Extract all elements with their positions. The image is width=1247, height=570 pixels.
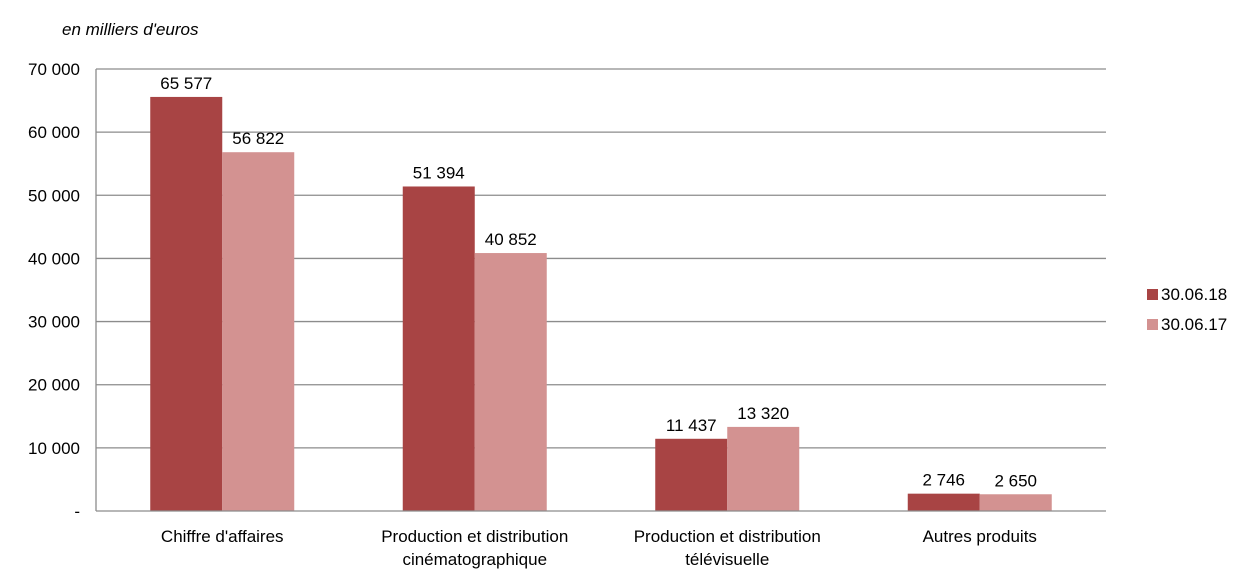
bar-series-1: [402, 186, 475, 512]
x-category-label: Production et distribution: [381, 527, 568, 546]
legend-label: 30.06.17: [1161, 315, 1227, 334]
x-category-label: Chiffre d'affaires: [161, 527, 284, 546]
y-tick-label: 50 000: [28, 186, 80, 205]
bar-series-1: [150, 96, 223, 511]
legend-swatch: [1147, 319, 1158, 330]
data-label: 2 746: [922, 471, 965, 490]
data-label: 51 394: [413, 163, 465, 182]
x-category-label: Autres produits: [923, 527, 1037, 546]
bars: [150, 96, 1052, 512]
bar-series-1: [907, 493, 980, 511]
data-label: 2 650: [994, 471, 1037, 490]
y-tick-label: 40 000: [28, 249, 80, 268]
x-category-label: Production et distribution: [634, 527, 821, 546]
y-tick-label: 10 000: [28, 439, 80, 458]
data-label: 65 577: [160, 74, 212, 93]
bar-series-2: [979, 494, 1052, 511]
unit-label: en milliers d'euros: [62, 20, 199, 39]
data-label: 56 822: [232, 129, 284, 148]
legend: 30.06.18 30.06.17: [1147, 285, 1227, 334]
legend-label: 30.06.18: [1161, 285, 1227, 304]
bar-series-2: [222, 152, 295, 511]
axes: [95, 69, 1106, 512]
bar-series-2: [727, 426, 800, 511]
y-tick-label: 60 000: [28, 123, 80, 142]
x-category-label: télévisuelle: [685, 550, 769, 569]
data-label: 40 852: [485, 230, 537, 249]
legend-swatch: [1147, 289, 1158, 300]
y-tick-label: 70 000: [28, 60, 80, 79]
bar-series-2: [474, 253, 547, 511]
y-tick-label: 30 000: [28, 313, 80, 332]
x-category-label: cinématographique: [402, 550, 547, 569]
bar-series-1: [655, 438, 728, 511]
data-label: 13 320: [737, 404, 789, 423]
y-tick-label: -: [74, 502, 80, 521]
x-axis-category-labels: Chiffre d'affaires Production et distribu…: [161, 527, 1037, 569]
data-labels: 65 577 51 394 11 437 2 746 56 822 40 852 13 32…: [160, 74, 1037, 490]
y-axis-ticks: - 10 000 20 000 30 000 40 000 50 000 60 000 70 …: [28, 60, 80, 521]
data-label: 11 437: [666, 416, 717, 435]
y-tick-label: 20 000: [28, 376, 80, 395]
